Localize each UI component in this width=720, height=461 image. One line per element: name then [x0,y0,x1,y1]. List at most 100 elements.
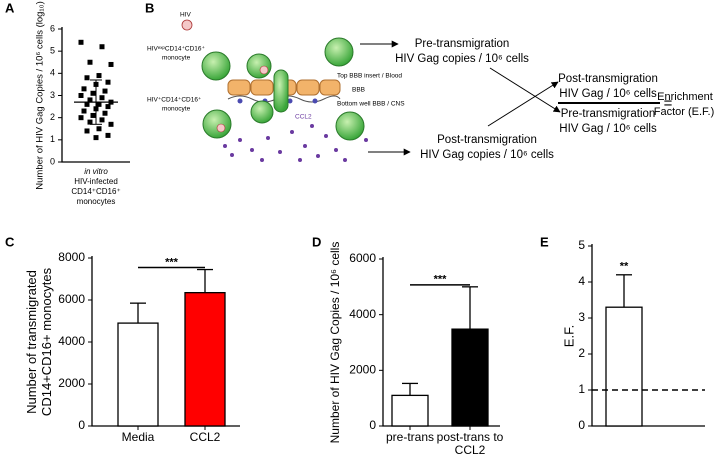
dot [99,95,105,101]
cell-label: HIVᵉˣᵖCD14⁺CD16⁺ [147,46,206,53]
y-tick-label: 4 [50,68,55,78]
layer-label: BBB [352,87,365,94]
x-tick-label-box: pre-trans [385,431,435,444]
chemokine-label: CCL2 [295,114,312,121]
formula-text: Pre-transmigration [561,108,656,120]
arrow [489,67,561,113]
x-tick-label: post-trans to CCL2 [436,431,504,457]
y-tick-label: 2000 [58,376,85,390]
significance: *** [165,256,179,268]
significance: *** [434,274,448,286]
x-axis-label: in vitro [84,167,108,176]
dot [84,128,90,134]
x-tick-label-box: Media [121,431,155,444]
pre-label: HIV Gag copies / 10⁶ cells [395,53,529,65]
y-axis-label: E.F. [561,325,576,347]
y-tick-label: 6000 [58,292,85,306]
dot [87,119,93,125]
y-tick-label: 8000 [58,250,85,264]
post-label: HIV Gag copies / 10⁶ cells [420,149,554,161]
y-tick-label: 4000 [58,334,85,348]
y-axis-label: Number of HIV Gag Copies / 10⁶ cells (lo… [35,1,46,189]
x-axis-label: HIV-infected [74,177,118,186]
dot [105,79,111,85]
x-axis-label: CD14⁺CD16⁺ [71,187,120,196]
y-tick-label: 5 [578,238,585,252]
post-label: Post-transmigration [437,134,537,146]
formula-text: HIV Gag / 10⁶ cells [559,123,657,135]
dot [96,126,102,132]
y-tick-label: 3 [578,310,585,324]
y-tick-label: 2 [50,112,55,122]
y-tick-label: 5 [50,46,55,56]
dot [84,101,90,107]
arrow [487,81,559,127]
dot [81,86,87,92]
dot [102,88,108,94]
dot [78,115,84,121]
x-tick-label: CCL2 [189,431,221,444]
y-tick-label: 4 [578,274,585,288]
y-tick-label: 0 [50,156,55,166]
barrier [227,79,341,104]
x-tick-label: Media [121,431,155,444]
y-tick-label: 1 [50,134,55,144]
y-tick-label: 4000 [349,307,376,321]
dot [96,73,102,79]
bar [184,291,226,427]
virus-label: HIV [180,12,192,19]
formula-text: Post-transmigration [558,73,658,85]
x-axis-label: monocytes [77,197,116,206]
y-tick-label: 0 [578,418,585,432]
y-tick-label: 0 [78,418,85,432]
panel-letter: C [5,234,15,249]
dot [108,121,114,127]
y-axis-label: CD14+CD16+ monocytes [39,267,54,416]
panel-letter: B [145,0,154,15]
dot [81,108,87,114]
y-tick-label: 2 [578,346,585,360]
dot [84,75,90,81]
cell-label: monocyte [162,55,191,62]
cell-label: HIV⁺CD14⁺CD16⁺ [147,97,202,104]
y-tick-label: 3 [50,90,55,100]
y-tick-label: 0 [369,418,376,432]
y-tick-label: 1 [578,382,585,396]
y-tick-label: 6000 [349,251,376,265]
dot [78,93,84,98]
dot [105,132,111,138]
x-tick-label-box: post-trans to CCL2 [436,431,504,457]
pre-label: Pre-transmigration [415,38,510,50]
equals: = [664,95,673,112]
cell-label: monocyte [162,106,191,113]
result-text: Factor (E.F.) [654,106,715,118]
bar [391,394,429,427]
bar [451,328,489,427]
dot [105,104,111,110]
panel-letter: D [312,234,321,249]
dot [87,59,93,65]
y-axis-label: Number of transmigrated [24,270,39,414]
dot [90,112,96,118]
y-tick-label: 2000 [349,363,376,377]
cells [201,37,365,141]
panel-letter: A [5,0,15,15]
significance: ** [620,261,629,273]
layer-label: Bottom well BBB / CNS [337,101,405,108]
dot [102,110,108,116]
dot [99,44,105,50]
x-tick-label-box: CCL2 [189,431,221,444]
dot [78,39,84,45]
formula-text: HIV Gag / 10⁶ cells [559,88,657,100]
layer-label: Top BBB insert / Blood [337,73,402,80]
bar [605,306,643,427]
diagram: B HIV HIVᵉˣᵖCD14⁺CD16⁺ monocyte HIV⁺CD14… [145,0,714,162]
panel-letter: E [540,234,549,249]
x-tick-label: pre-trans [385,431,435,444]
chemokine-dots [223,124,368,162]
dot [96,101,102,107]
virus-icon [181,19,193,31]
dot [99,117,105,123]
y-axis-label: Number of HIV Gag Copies / 10⁶ cells [328,242,342,444]
